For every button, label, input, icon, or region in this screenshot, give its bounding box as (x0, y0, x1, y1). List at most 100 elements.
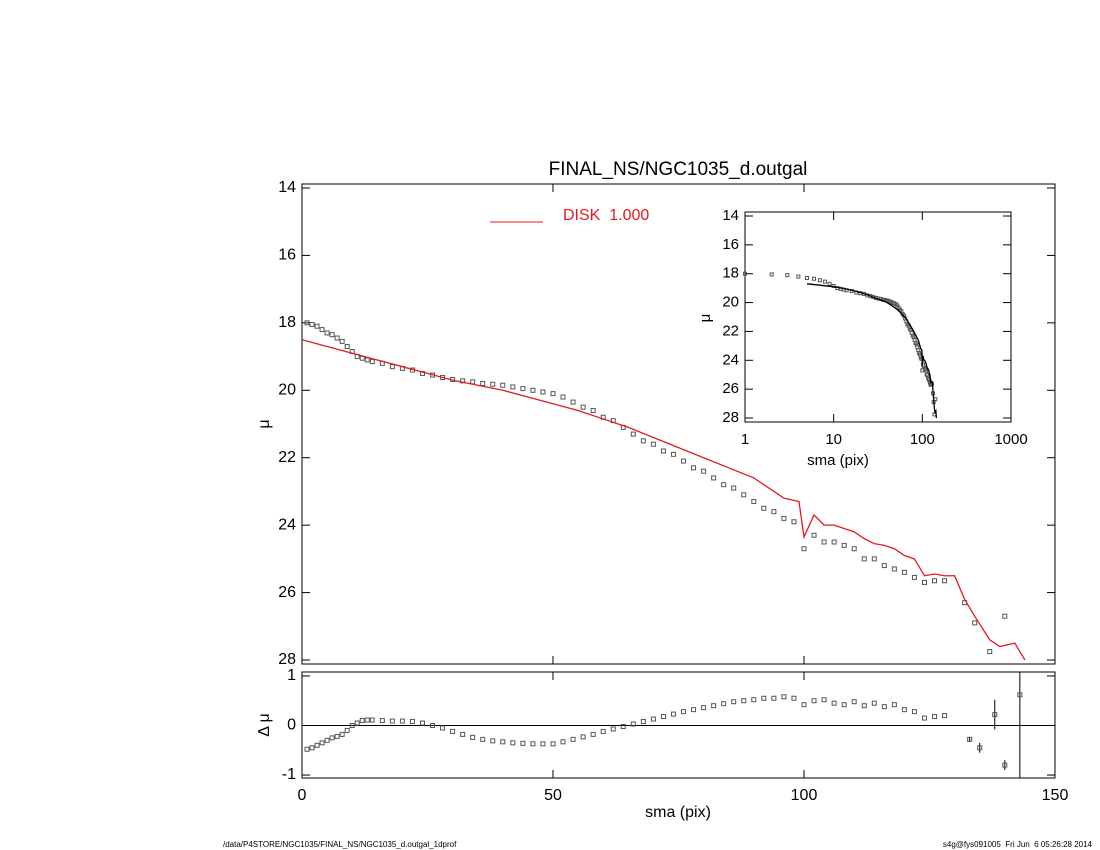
data-point (911, 709, 917, 715)
data-point (691, 465, 697, 471)
data-point (821, 539, 827, 545)
data-point (851, 699, 857, 705)
plot-frame (744, 211, 1012, 423)
data-point (791, 695, 797, 701)
y-tick-label: 22 (722, 322, 739, 339)
data-point (731, 699, 737, 705)
chart-title: FINAL_NS/NGC1035_d.outgal (549, 159, 808, 180)
data-point (339, 338, 345, 344)
data-point (510, 740, 516, 746)
x-axis-label: sma (pix) (645, 804, 711, 821)
data-point (1002, 762, 1008, 768)
data-point (721, 701, 727, 707)
data-point (660, 714, 666, 720)
data-point (354, 720, 360, 726)
data-point (821, 697, 827, 703)
data-point (430, 722, 436, 728)
y-tick-label: 16 (278, 247, 296, 264)
data-point (319, 327, 325, 333)
y-tick-label: 28 (278, 651, 296, 668)
data-point (480, 736, 486, 742)
data-point (781, 694, 787, 700)
data-point (399, 718, 405, 724)
data-point (349, 722, 355, 728)
data-point (823, 279, 828, 284)
data-point (334, 335, 340, 341)
x-tick-label: 10 (825, 431, 842, 448)
data-point (500, 739, 506, 745)
y-tick-label: 26 (722, 380, 739, 397)
data-point (681, 709, 687, 715)
legend-label: DISK 1.000 (563, 207, 649, 224)
data-point (891, 566, 897, 572)
data-point (741, 698, 747, 704)
data-point (560, 739, 566, 745)
data-point (861, 556, 867, 562)
data-point (324, 737, 330, 743)
footer-path: /data/P4STORE/NGC1035/FINAL_NS/NGC1035_d… (223, 840, 457, 849)
y-tick-label: 14 (278, 179, 296, 196)
y-tick-label: 18 (722, 265, 739, 282)
y-tick-label: -1 (282, 766, 296, 783)
data-point (804, 276, 809, 281)
data-point (470, 734, 476, 740)
data-point (570, 399, 576, 405)
data-point (334, 733, 340, 739)
data-point (389, 718, 395, 724)
y-axis-label: μ (256, 419, 273, 428)
data-point (781, 515, 787, 521)
data-point (921, 579, 927, 585)
data-point (324, 330, 330, 336)
y-tick-label: 20 (722, 294, 739, 311)
data-point (344, 343, 350, 349)
data-point (891, 702, 897, 708)
data-point (500, 382, 506, 388)
data-point (490, 381, 496, 387)
data-point (743, 271, 747, 276)
data-point (977, 745, 983, 751)
data-point (711, 475, 717, 481)
y-tick-label: 26 (278, 584, 296, 601)
x-tick-label: 1000 (994, 431, 1027, 448)
data-point (731, 485, 737, 491)
data-point (881, 704, 887, 710)
data-point (600, 728, 606, 734)
data-point (580, 404, 586, 410)
plot-frame (301, 183, 1056, 665)
data-point (921, 715, 927, 721)
data-point (670, 711, 676, 717)
data-point (450, 728, 456, 734)
data-point (389, 364, 395, 370)
data-point (650, 716, 656, 722)
data-point (861, 703, 867, 709)
data-point (560, 394, 566, 400)
data-point (309, 745, 315, 751)
data-point (721, 482, 727, 488)
data-point (785, 273, 790, 278)
x-tick-label: 100 (791, 787, 818, 804)
data-point (741, 492, 747, 498)
data-point (480, 381, 486, 387)
x-tick-label: 150 (1042, 787, 1069, 804)
data-point (530, 387, 536, 393)
data-point (440, 725, 446, 731)
y-axis-label: Δ μ (256, 713, 273, 736)
data-point (419, 720, 425, 726)
data-point (409, 719, 415, 725)
data-point (771, 695, 777, 701)
data-point (620, 723, 626, 729)
data-point (987, 649, 993, 655)
data-point (470, 379, 476, 385)
data-point (304, 320, 310, 326)
y-tick-label: 22 (278, 449, 296, 466)
data-point (379, 718, 385, 724)
y-tick-label: 16 (722, 236, 739, 253)
data-point (570, 736, 576, 742)
x-tick-label: 50 (544, 787, 562, 804)
y-tick-label: 1 (287, 667, 296, 684)
data-point (520, 740, 526, 746)
data-point (540, 389, 546, 395)
data-point (681, 458, 687, 464)
y-tick-label: 24 (722, 351, 739, 368)
model-line (806, 283, 938, 419)
